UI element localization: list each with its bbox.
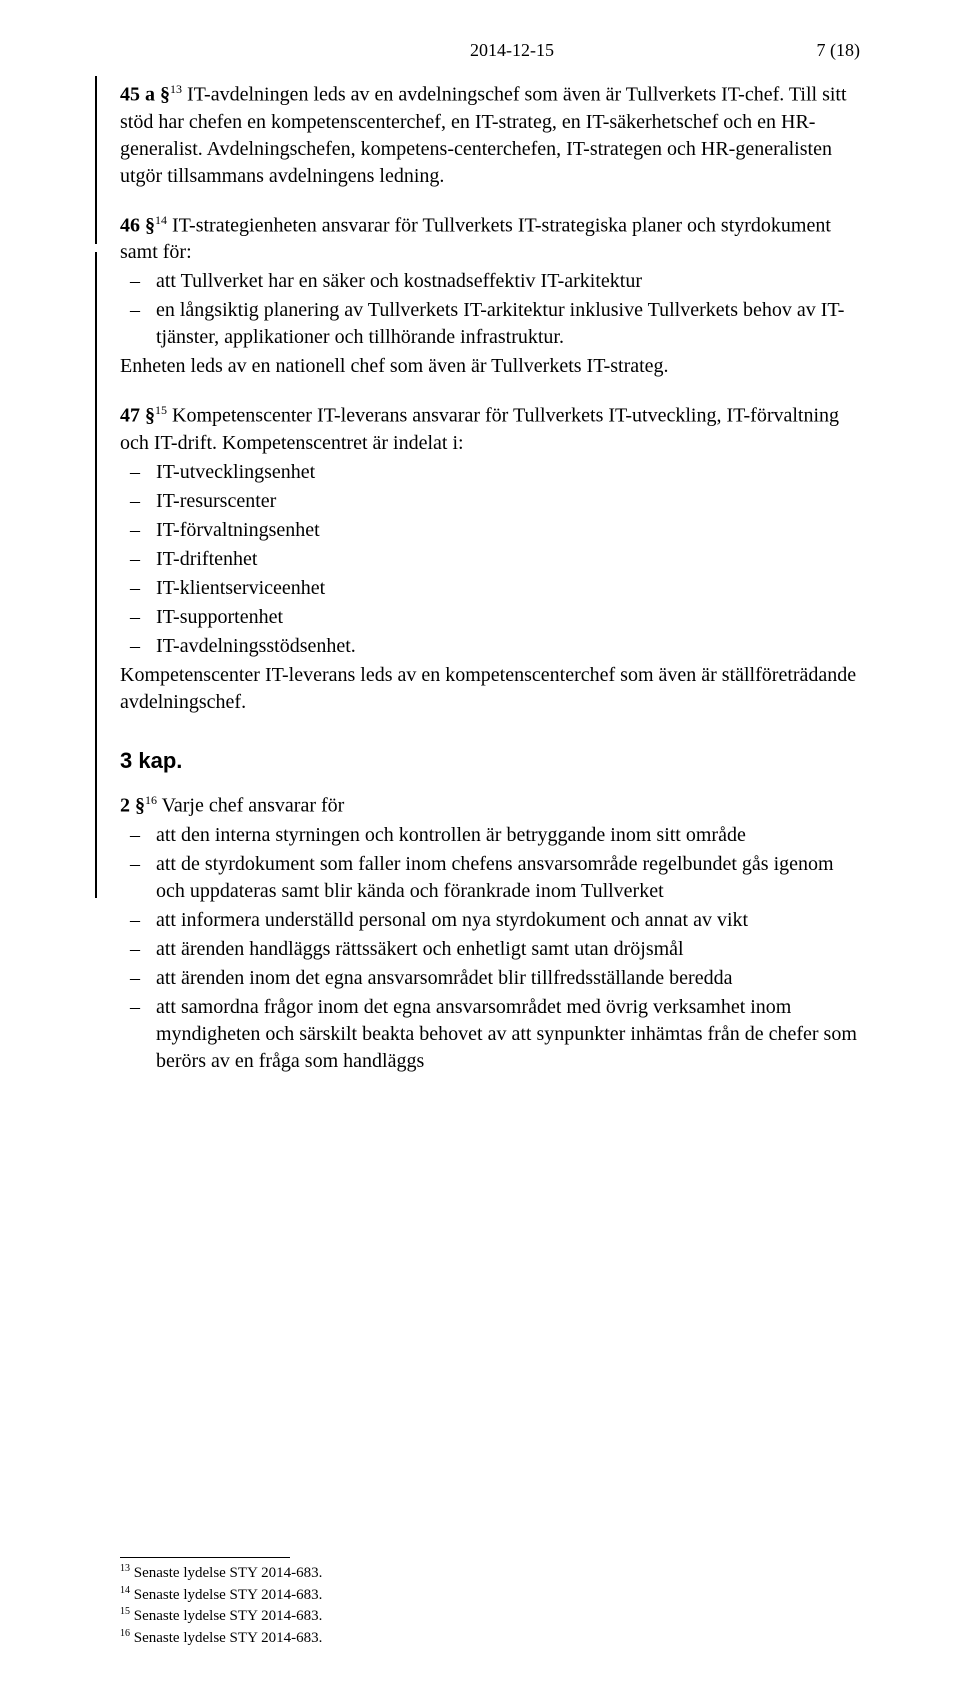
para-label: 47 § [120, 405, 155, 427]
list-item: IT-driftenhet [156, 546, 860, 573]
footnote: 15 Senaste lydelse STY 2014-683. [120, 1605, 860, 1627]
list-item: IT-förvaltningsenhet [156, 517, 860, 544]
para-label: 2 § [120, 795, 145, 817]
footnote-ref: 15 [155, 403, 167, 417]
list-item: att de styrdokument som faller inom chef… [156, 851, 860, 905]
paragraph-47-tail: Kompetenscenter IT-leverans leds av en k… [120, 662, 860, 716]
footnote-rule [120, 1557, 290, 1558]
footnote-text: Senaste lydelse STY 2014-683. [130, 1587, 322, 1603]
chapter-heading: 3 kap. [120, 748, 860, 774]
list-item: att den interna styrningen och kontrolle… [156, 822, 860, 849]
list-item: att ärenden inom det egna ansvarsområdet… [156, 965, 860, 992]
header-date: 2014-12-15 [470, 40, 554, 61]
document-page: 2014-12-15 7 (18) 45 a §13 IT-avdelninge… [0, 0, 960, 1698]
paragraph-2-list: att den interna styrningen och kontrolle… [120, 822, 860, 1075]
footnote: 16 Senaste lydelse STY 2014-683. [120, 1627, 860, 1649]
para-label: 46 § [120, 214, 155, 236]
footnote-num: 16 [120, 1628, 130, 1639]
paragraph-46-tail: Enheten leds av en nationell chef som äv… [120, 353, 860, 380]
paragraph-46-lead: 46 §14 IT-strategienheten ansvarar för T… [120, 212, 860, 267]
footnote: 14 Senaste lydelse STY 2014-683. [120, 1584, 860, 1606]
list-item: IT-avdelningsstödsenhet. [156, 633, 860, 660]
list-item: IT-supportenhet [156, 604, 860, 631]
change-bar [95, 252, 97, 898]
list-item: att samordna frågor inom det egna ansvar… [156, 994, 860, 1075]
footnote-ref: 16 [145, 793, 157, 807]
header-page-number: 7 (18) [817, 40, 861, 61]
paragraph-47-lead: 47 §15 Kompetenscenter IT-leverans ansva… [120, 402, 860, 457]
footnote: 13 Senaste lydelse STY 2014-683. [120, 1562, 860, 1584]
footnote-num: 15 [120, 1606, 130, 1617]
list-item: IT-klientserviceenhet [156, 575, 860, 602]
footnote-ref: 13 [170, 82, 182, 96]
change-bar [95, 76, 97, 244]
footnotes: 13 Senaste lydelse STY 2014-683. 14 Sena… [120, 1557, 860, 1648]
paragraph-47-list: IT-utvecklingsenhet IT-resurscenter IT-f… [120, 459, 860, 660]
paragraph-45a: 45 a §13 IT-avdelningen leds av en avdel… [120, 81, 860, 190]
footnote-num: 13 [120, 1563, 130, 1574]
page-header: 2014-12-15 7 (18) [120, 40, 860, 61]
list-item: IT-utvecklingsenhet [156, 459, 860, 486]
list-item: att informera underställd personal om ny… [156, 907, 860, 934]
list-item: en långsiktig planering av Tullverkets I… [156, 297, 860, 351]
list-item: IT-resurscenter [156, 488, 860, 515]
footnote-num: 14 [120, 1585, 130, 1596]
para-text: IT-strategienheten ansvarar för Tullverk… [120, 214, 831, 263]
para-text: IT-avdelningen leds av en avdelningschef… [120, 84, 847, 187]
footnote-ref: 14 [155, 213, 167, 227]
list-item: att ärenden handläggs rättssäkert och en… [156, 936, 860, 963]
footnote-text: Senaste lydelse STY 2014-683. [130, 1630, 322, 1646]
list-item: att Tullverket har en säker och kostnads… [156, 268, 860, 295]
paragraph-2-lead: 2 §16 Varje chef ansvarar för [120, 792, 860, 820]
para-text: Varje chef ansvarar för [157, 795, 344, 817]
para-label: 45 a § [120, 84, 170, 106]
paragraph-46-list: att Tullverket har en säker och kostnads… [120, 268, 860, 351]
footnote-text: Senaste lydelse STY 2014-683. [130, 1608, 322, 1624]
para-text: Kompetenscenter IT-leverans ansvarar för… [120, 405, 839, 454]
footnote-text: Senaste lydelse STY 2014-683. [130, 1565, 322, 1581]
